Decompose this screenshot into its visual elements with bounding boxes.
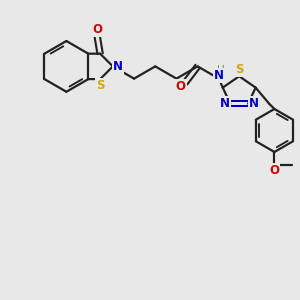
Text: N: N [113, 60, 123, 73]
Text: H: H [218, 65, 225, 75]
Text: S: S [96, 79, 104, 92]
Text: O: O [92, 23, 102, 36]
Text: N: N [248, 97, 259, 110]
Text: N: N [214, 69, 224, 82]
Text: O: O [269, 164, 279, 177]
Text: O: O [176, 80, 186, 93]
Text: N: N [220, 97, 230, 110]
Text: S: S [235, 63, 243, 76]
